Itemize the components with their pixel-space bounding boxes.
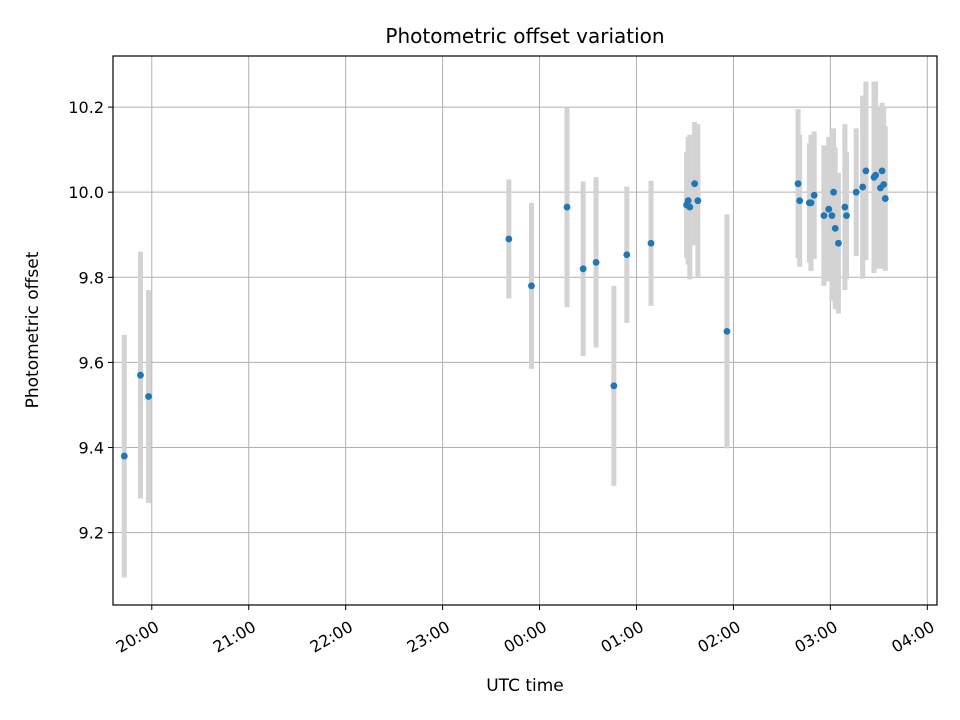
y-axis-ticks: 9.2 9.4 9.6 9.8 10.0 10.2 [68,98,113,543]
data-point [623,251,631,259]
data-point [820,212,828,219]
data-point [592,259,600,266]
data-point [825,205,833,213]
chart-title: Photometric offset variation [385,24,664,48]
data-point [794,180,802,188]
data-point [810,191,818,199]
y-tick-label: 9.2 [79,524,104,543]
data-point [843,212,850,219]
data-point [880,181,888,188]
data-points [120,167,889,460]
data-point [137,371,144,379]
data-point [723,327,731,335]
y-axis-label: Photometric offset [23,251,43,408]
data-point [807,199,815,207]
data-point [859,183,867,191]
data-point [691,180,699,188]
data-point [835,239,842,247]
y-tick-label: 9.6 [79,353,104,372]
data-point [881,195,889,202]
y-tick-label: 10.0 [68,183,104,202]
plot-frame [112,55,938,606]
data-point [686,203,694,211]
data-point [120,452,128,460]
data-point [878,167,886,175]
data-point [694,197,702,205]
data-point [872,171,880,179]
data-point [831,224,839,232]
data-point [796,197,804,205]
y-tick-label: 9.8 [79,268,104,287]
data-point [862,167,870,175]
data-point [830,188,837,196]
data-point [647,239,655,247]
x-axis-label: UTC time [486,676,564,696]
data-point [828,212,836,219]
data-point [528,282,535,290]
data-point [563,203,571,211]
data-point [145,393,152,400]
data-point [610,382,618,390]
y-tick-label: 9.4 [79,439,104,458]
y-tick-label: 10.2 [68,98,104,117]
data-point [684,197,692,205]
data-point [505,235,513,243]
data-point [841,203,849,211]
data-point [852,188,860,196]
data-point [579,265,587,273]
